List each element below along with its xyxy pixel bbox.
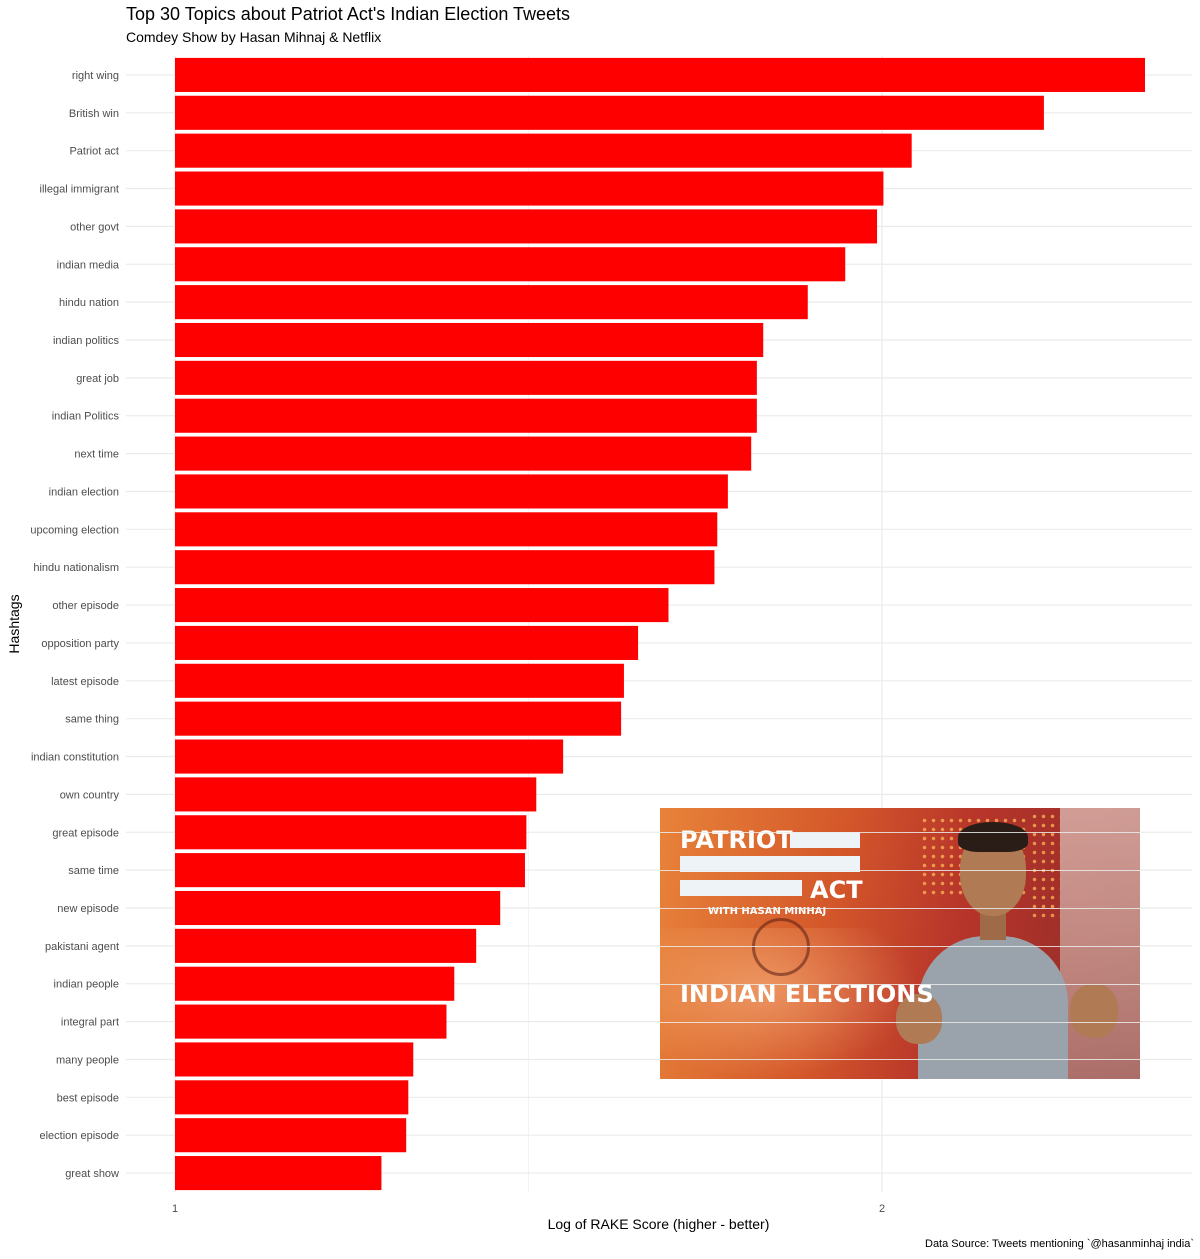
y-tick-label: indian election [49, 486, 119, 498]
bar-hindu-nation [175, 285, 808, 320]
y-tick-label: indian media [57, 259, 120, 271]
y-axis-title: Hashtags [6, 594, 22, 654]
y-tick-label: same thing [65, 714, 119, 726]
y-tick-label: great episode [52, 827, 119, 839]
inset-gridline [660, 908, 1140, 909]
ashoka-chakra-icon [752, 918, 810, 976]
y-tick-label: indian Politics [52, 411, 120, 423]
y-tick-label: integral part [61, 1017, 119, 1029]
y-tick-label: new episode [57, 903, 119, 915]
bar-indian-politics [175, 322, 764, 358]
bar-election-episode [175, 1118, 407, 1153]
logo-patriot-text: PATRIOT [680, 826, 793, 854]
host-right-hand [1070, 984, 1118, 1038]
chart-title: Top 30 Topics about Patriot Act's Indian… [126, 4, 571, 24]
bar-indian-politics [175, 398, 757, 433]
inset-gridline [660, 870, 1140, 872]
x-tick-label: 2 [879, 1203, 885, 1215]
inset-gridline [660, 983, 1140, 985]
bar-hindu-nationalism [175, 550, 715, 585]
bar-own-country [175, 777, 537, 812]
y-tick-label: own country [60, 789, 120, 801]
bar-right-wing [175, 57, 1146, 92]
y-tick-label: election episode [39, 1130, 119, 1142]
inset-gridline [660, 832, 1140, 834]
y-tick-label: indian politics [53, 335, 120, 347]
y-tick-label: indian people [54, 979, 119, 991]
bar-other-govt [175, 209, 878, 244]
bar-opposition-party [175, 625, 639, 660]
bar-illegal-immigrant [175, 171, 884, 206]
inset-gridline [660, 1021, 1140, 1023]
bar-patriot-act [175, 133, 912, 168]
host-hair [958, 822, 1028, 852]
bar-other-episode [175, 588, 669, 623]
y-tick-label: hindu nation [59, 297, 119, 309]
bar-many-people [175, 1042, 414, 1077]
y-tick-label: same time [68, 865, 119, 877]
y-tick-label: next time [74, 449, 119, 461]
host-torso [918, 936, 1068, 1079]
y-tick-label: British win [69, 108, 119, 120]
bar-best-episode [175, 1080, 409, 1115]
logo-bar-middle [680, 856, 860, 872]
background-portrait [1060, 808, 1140, 1079]
x-tick-label: 1 [172, 1203, 178, 1215]
bar-british-win [175, 95, 1044, 130]
bar-great-episode [175, 815, 527, 850]
bar-upcoming-election [175, 512, 718, 547]
chart-subtitle: Comdey Show by Hasan Mihnaj & Netflix [126, 29, 382, 45]
bar-latest-episode [175, 663, 624, 698]
y-tick-label: other episode [52, 600, 119, 612]
y-tick-label: opposition party [41, 638, 119, 650]
chart-caption: Data Source: Tweets mentioning `@hasanmi… [925, 1238, 1194, 1250]
bar-next-time [175, 436, 752, 471]
logo-bar-top [790, 832, 860, 848]
bar-same-thing [175, 701, 622, 736]
patriot-act-promo-image: PATRIOT ACT WITH HASAN MINHAJ INDIAN ELE… [660, 808, 1140, 1079]
y-tick-label: great show [65, 1168, 119, 1180]
y-tick-labels: right wing British win Patriot act illegal … [30, 70, 120, 1180]
y-tick-label: indian constitution [31, 752, 119, 764]
y-tick-label: upcoming election [30, 524, 119, 536]
bar-pakistani-agent [175, 928, 477, 963]
y-tick-label: hindu nationalism [33, 562, 119, 574]
bars [175, 57, 1146, 1191]
y-tick-label: illegal immigrant [40, 184, 119, 196]
host-left-hand [896, 994, 942, 1044]
bar-same-time [175, 853, 525, 888]
bar-great-job [175, 360, 757, 395]
x-axis-title: Log of RAKE Score (higher - better) [547, 1216, 770, 1232]
bar-great-show [175, 1156, 382, 1191]
logo-bar-bottom [680, 880, 802, 896]
inset-gridline [660, 1059, 1140, 1061]
logo-act-text: ACT [810, 876, 863, 904]
bar-indian-media [175, 247, 846, 282]
y-tick-label: many people [56, 1054, 119, 1066]
bar-indian-people [175, 966, 455, 1001]
y-tick-label: great job [76, 373, 119, 385]
bar-integral-part [175, 1004, 447, 1039]
y-tick-label: right wing [72, 70, 119, 82]
inset-gridline [660, 945, 1140, 947]
marquee-lights-side [1030, 812, 1060, 922]
y-tick-label: Patriot act [69, 146, 119, 158]
y-tick-label: other govt [70, 221, 119, 233]
y-tick-label: pakistani agent [45, 941, 119, 953]
logo-subtitle-text: WITH HASAN MINHAJ [708, 906, 827, 917]
bar-indian-election [175, 474, 728, 509]
y-tick-label: best episode [57, 1092, 119, 1104]
bar-new-episode [175, 890, 501, 926]
bar-indian-constitution [175, 739, 564, 774]
y-tick-label: latest episode [51, 676, 119, 688]
